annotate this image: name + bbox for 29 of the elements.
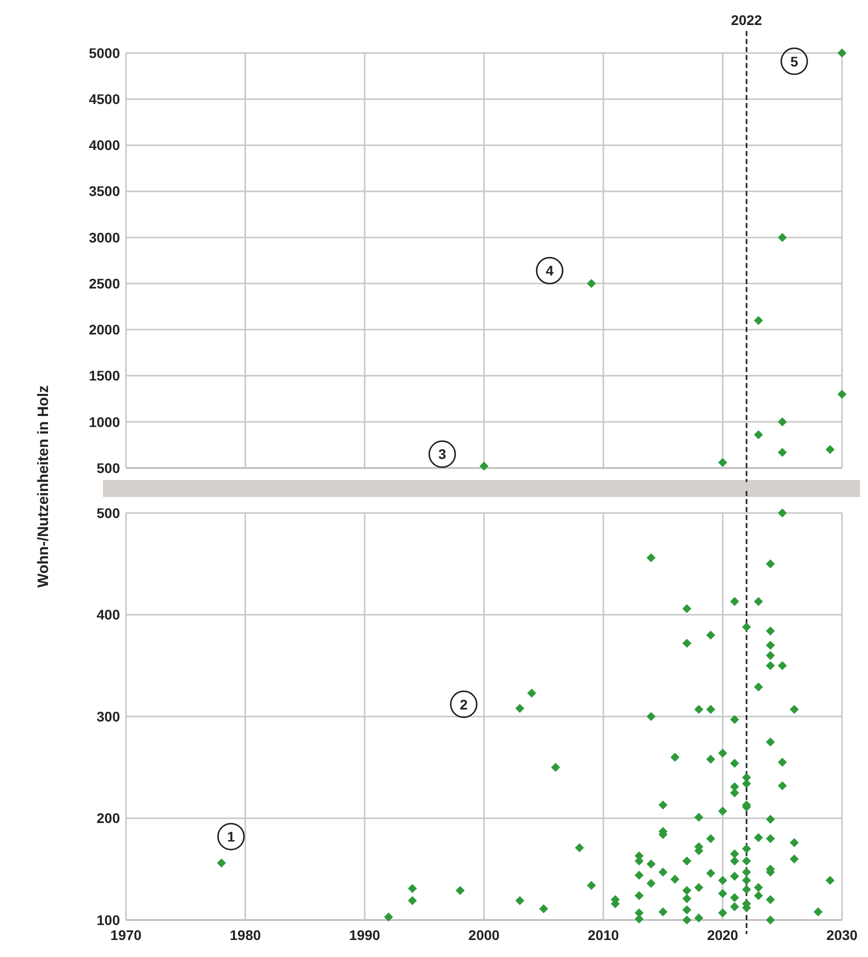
y-tick-label: 4500 [88, 91, 120, 108]
annotation: 5 [790, 53, 798, 70]
x-tick-label: 2010 [588, 927, 620, 943]
y-tick-label: 1000 [88, 414, 120, 430]
y-tick-label: 3000 [88, 229, 120, 246]
y-tick-label: 100 [96, 912, 120, 928]
x-tick-label: 2020 [707, 927, 738, 943]
y-tick-label: 2500 [88, 275, 120, 292]
ref-line-label: 2022 [730, 12, 762, 28]
x-tick-label: 1970 [110, 927, 142, 943]
y-tick-label: 2000 [88, 322, 120, 338]
x-tick-label: 1990 [349, 927, 380, 943]
y-tick-label: 500 [96, 460, 120, 476]
y-tick-label: 4000 [88, 137, 120, 154]
y-tick-label: 400 [96, 606, 120, 623]
y-tick-label: 5000 [88, 44, 120, 61]
x-tick-label: 2000 [468, 927, 500, 943]
annotation: 1 [227, 828, 236, 845]
y-tick-label: 300 [96, 708, 120, 724]
y-tick-label: 3500 [88, 183, 120, 200]
y-tick-label: 200 [96, 810, 120, 826]
y-tick-label: 1500 [88, 368, 120, 384]
x-tick-label: 1980 [230, 927, 262, 943]
annotation: 4 [546, 262, 554, 279]
annotation: 3 [438, 446, 446, 462]
annotation: 2 [460, 696, 468, 712]
y-tick-label: 500 [96, 504, 120, 521]
y-axis-title: Wohn-/Nutzeinheiten in Holz [35, 385, 52, 588]
x-tick-label: 2030 [826, 927, 858, 943]
